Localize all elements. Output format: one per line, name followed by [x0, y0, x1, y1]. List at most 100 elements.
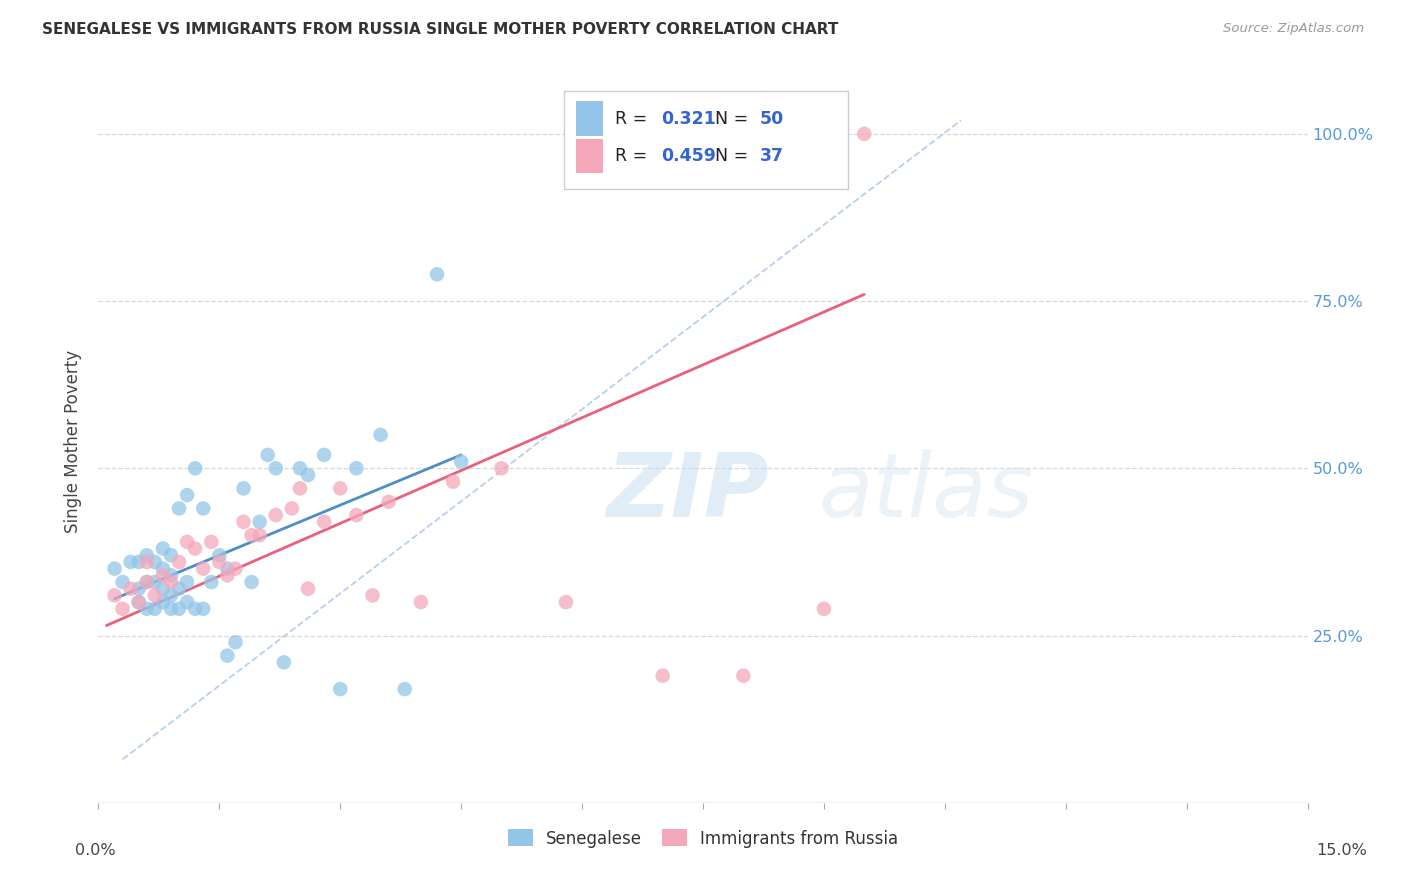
Text: 0.459: 0.459 [661, 147, 716, 165]
Point [152, 541, 174, 556]
Point [651, 669, 673, 683]
Point [111, 575, 134, 590]
Point [128, 595, 150, 609]
Point [217, 562, 239, 576]
Point [813, 602, 835, 616]
Point [314, 448, 336, 462]
Point [152, 568, 174, 582]
Text: 37: 37 [759, 147, 783, 165]
Point [329, 681, 352, 696]
Point [193, 562, 215, 576]
Point [193, 501, 215, 516]
Point [128, 555, 150, 569]
Point [217, 568, 239, 582]
FancyBboxPatch shape [564, 91, 848, 189]
Point [176, 488, 198, 502]
Point [135, 575, 157, 590]
Point [184, 602, 207, 616]
Point [143, 555, 166, 569]
Point [135, 575, 157, 590]
Point [249, 515, 271, 529]
Text: R =: R = [614, 110, 652, 128]
Point [426, 268, 449, 282]
Point [160, 548, 183, 563]
Point [143, 589, 166, 603]
Point [208, 548, 231, 563]
Text: ZIP: ZIP [606, 449, 769, 535]
Point [160, 589, 183, 603]
Point [450, 455, 472, 469]
Point [314, 515, 336, 529]
Text: R =: R = [614, 147, 652, 165]
Point [344, 508, 367, 523]
FancyBboxPatch shape [576, 139, 603, 173]
Text: 0.0%: 0.0% [76, 843, 115, 858]
Point [264, 461, 287, 475]
Point [167, 501, 190, 516]
Text: 0.321: 0.321 [661, 110, 716, 128]
Point [143, 575, 166, 590]
Point [193, 602, 215, 616]
Text: N =: N = [716, 147, 754, 165]
Point [111, 602, 134, 616]
Point [167, 582, 190, 596]
Point [377, 494, 399, 508]
Point [160, 575, 183, 590]
Point [128, 595, 150, 609]
Point [120, 582, 142, 596]
Point [288, 461, 311, 475]
Point [208, 555, 231, 569]
Point [184, 461, 207, 475]
Text: Source: ZipAtlas.com: Source: ZipAtlas.com [1223, 22, 1364, 36]
Legend: Senegalese, Immigrants from Russia: Senegalese, Immigrants from Russia [499, 821, 907, 856]
Point [361, 589, 384, 603]
Point [167, 555, 190, 569]
Point [441, 475, 464, 489]
Point [409, 595, 432, 609]
Point [394, 681, 416, 696]
Point [135, 602, 157, 616]
Y-axis label: Single Mother Poverty: Single Mother Poverty [65, 350, 83, 533]
Point [176, 575, 198, 590]
Point [232, 482, 254, 496]
Point [152, 595, 174, 609]
Point [143, 602, 166, 616]
Point [200, 534, 222, 549]
Point [281, 501, 304, 516]
Point [200, 575, 222, 590]
Point [273, 655, 295, 669]
Point [344, 461, 367, 475]
Point [288, 482, 311, 496]
Point [224, 562, 246, 576]
Text: 50: 50 [759, 110, 785, 128]
Point [329, 482, 352, 496]
Point [555, 595, 578, 609]
Text: 15.0%: 15.0% [1316, 843, 1367, 858]
Text: N =: N = [716, 110, 754, 128]
Point [152, 582, 174, 596]
Point [128, 582, 150, 596]
Point [120, 555, 142, 569]
FancyBboxPatch shape [576, 101, 603, 136]
Text: SENEGALESE VS IMMIGRANTS FROM RUSSIA SINGLE MOTHER POVERTY CORRELATION CHART: SENEGALESE VS IMMIGRANTS FROM RUSSIA SIN… [42, 22, 838, 37]
Point [167, 602, 190, 616]
Point [184, 541, 207, 556]
Point [297, 582, 319, 596]
Point [160, 602, 183, 616]
Point [160, 568, 183, 582]
Point [176, 534, 198, 549]
Point [103, 589, 125, 603]
Point [256, 448, 278, 462]
Point [152, 562, 174, 576]
Point [249, 528, 271, 542]
Point [733, 669, 755, 683]
Point [224, 635, 246, 649]
Text: atlas: atlas [818, 449, 1033, 535]
Point [135, 548, 157, 563]
Point [135, 555, 157, 569]
Point [297, 467, 319, 482]
Point [491, 461, 513, 475]
Point [853, 127, 876, 141]
Point [264, 508, 287, 523]
Point [370, 427, 392, 442]
